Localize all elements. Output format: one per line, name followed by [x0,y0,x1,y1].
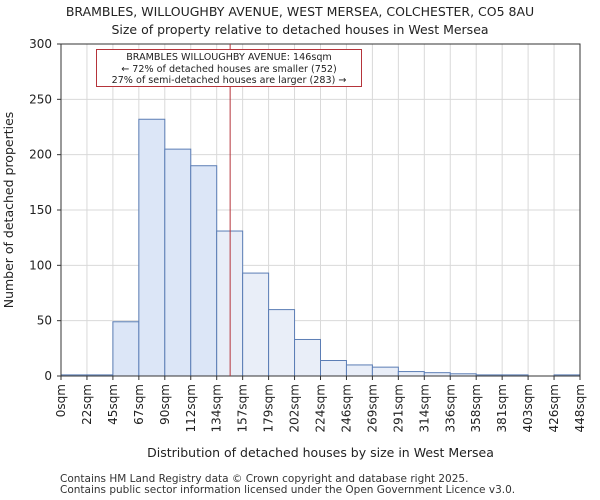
footer-licence: Contains public sector information licen… [60,484,516,496]
histogram-bar [138,118,166,377]
annotation-line-3: 27% of semi-detached houses are larger (… [111,75,347,86]
y-tick-label: 200 [29,148,52,162]
x-tick-label: 90sqm [158,384,172,425]
chart-title-main: BRAMBLES, WILLOUGHBY AVENUE, WEST MERSEA… [65,4,535,19]
x-axis-title: Distribution of detached houses by size … [147,445,494,460]
histogram-bar [190,165,218,377]
y-tick-label: 300 [29,37,52,51]
x-tick-label: 179sqm [262,384,276,432]
x-tick-label: 157sqm [236,384,250,432]
x-tick-label: 134sqm [210,384,224,432]
x-tick-label: 426sqm [547,384,561,432]
y-tick-label: 250 [29,92,52,106]
x-tick-label: 358sqm [469,384,483,432]
histogram-bar [345,364,373,377]
x-tick-label: 291sqm [391,384,405,432]
footer-copyright: Contains HM Land Registry data © Crown c… [60,473,469,485]
annotation-line-2: ← 72% of detached houses are smaller (75… [121,63,337,75]
x-tick-label: 224sqm [314,384,328,432]
y-tick-label: 150 [29,203,52,217]
y-tick-label: 50 [37,314,52,328]
x-tick-label: 202sqm [288,384,302,432]
x-tick-label: 67sqm [132,384,146,425]
x-tick-label: 246sqm [339,384,353,432]
y-axis-title: Number of detached properties [1,112,16,309]
x-tick-label: 112sqm [184,384,198,432]
x-tick-label: 381sqm [495,384,509,432]
histogram-bar [294,338,321,377]
x-tick-label: 448sqm [573,384,587,432]
histogram-bar [371,366,399,377]
histogram-bar [242,272,270,377]
y-tick-label: 0 [44,369,52,383]
x-tick-label: 403sqm [521,384,535,432]
property-annotation-box: BRAMBLES WILLOUGHBY AVENUE: 146sqm ← 72%… [96,49,362,87]
histogram-bar [397,371,425,377]
histogram-bar [112,321,140,377]
histogram-bar [268,309,296,377]
chart-subtitle: Size of property relative to detached ho… [111,22,489,37]
annotation-line-1: BRAMBLES WILLOUGHBY AVENUE: 146sqm [126,52,332,63]
x-tick-label: 0sqm [54,384,68,417]
x-tick-label: 269sqm [365,384,379,432]
y-tick-label: 100 [29,258,52,272]
x-tick-label: 336sqm [443,384,457,432]
x-tick-label: 314sqm [417,384,431,432]
x-tick-label: 22sqm [80,384,94,425]
histogram-bar [164,148,192,377]
x-tick-label: 45sqm [106,384,120,425]
histogram-bar [320,360,347,377]
